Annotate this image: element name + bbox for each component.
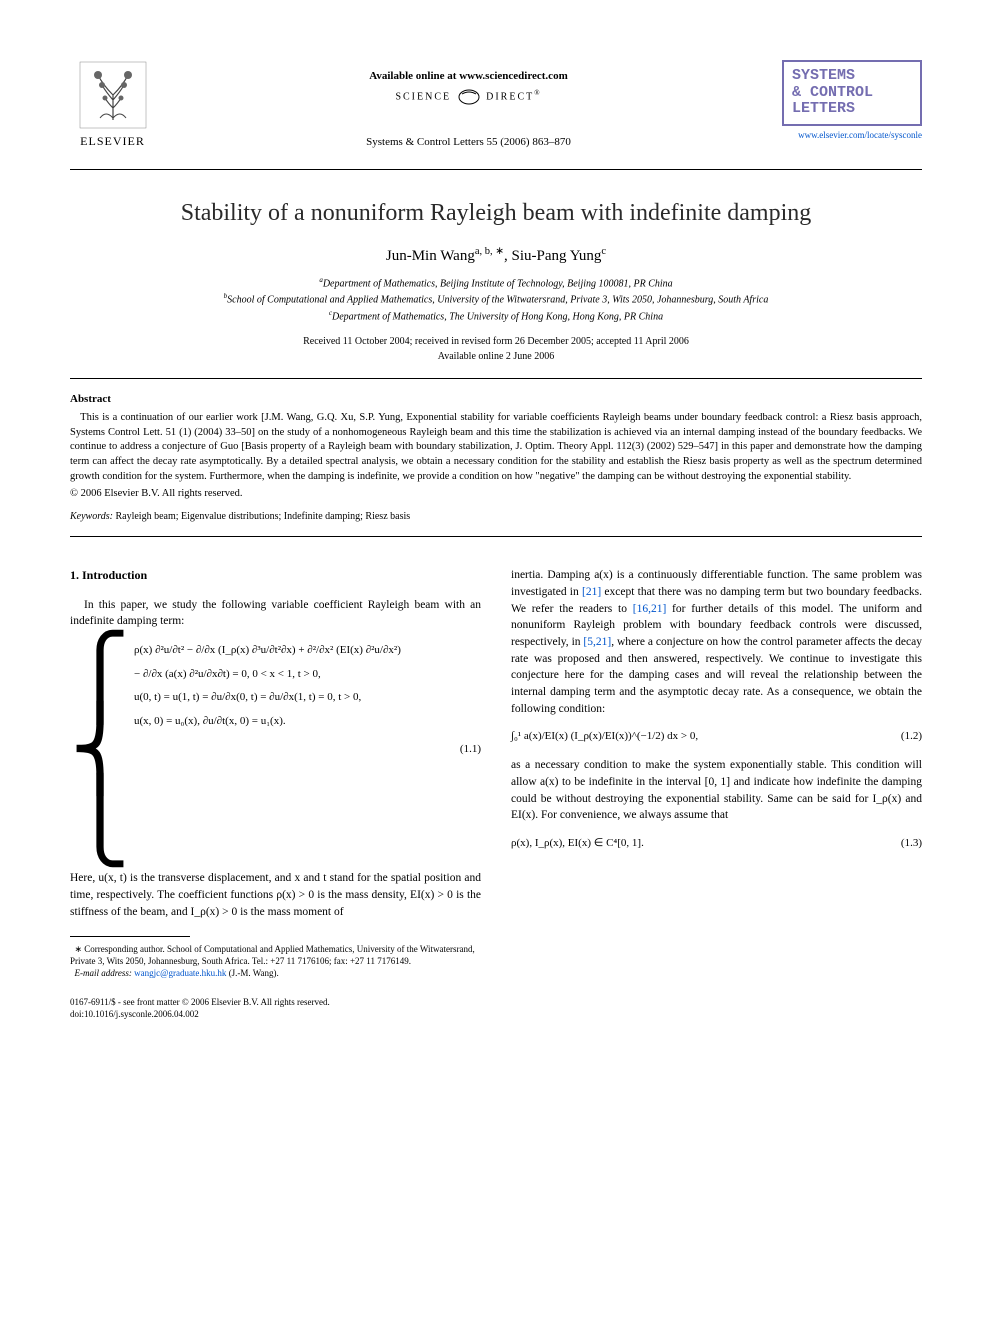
left-column: 1. Introduction In this paper, we study … <box>70 567 481 979</box>
para-3: inertia. Damping a(x) is a continuously … <box>511 567 922 717</box>
copyright-line: © 2006 Elsevier B.V. All rights reserved… <box>70 488 922 499</box>
keywords-line: Keywords: Rayleigh beam; Eigenvalue dist… <box>70 511 922 522</box>
eq2-number: (1.2) <box>901 729 922 745</box>
para-1: In this paper, we study the following va… <box>70 597 481 630</box>
sd-word1: SCIENCE <box>395 91 451 102</box>
abstract-body: This is a continuation of our earlier wo… <box>70 412 922 482</box>
keywords-label: Keywords: <box>70 511 113 522</box>
author-1: Jun-Min Wang <box>386 248 475 264</box>
dates-received: Received 11 October 2004; received in re… <box>70 334 922 349</box>
eq1-line3: u(0, t) = u(1, t) = ∂u/∂x(0, t) = ∂u/∂x(… <box>134 689 401 707</box>
publisher-name: ELSEVIER <box>80 134 145 149</box>
authors-line: Jun-Min Wanga, b, ∗, Siu-Pang Yungc <box>70 245 922 265</box>
sd-swirl-icon <box>456 88 482 106</box>
footer-issn: 0167-6911/$ - see front matter © 2006 El… <box>70 996 922 1009</box>
journal-url-link[interactable]: www.elsevier.com/locate/sysconle <box>798 130 922 140</box>
journal-reference: Systems & Control Letters 55 (2006) 863–… <box>155 136 782 148</box>
affiliations-block: aDepartment of Mathematics, Beijing Inst… <box>70 275 922 324</box>
equation-1-3: ρ(x), I_ρ(x), EI(x) ∈ C⁴[0, 1]. (1.3) <box>511 836 922 852</box>
journal-box-wrap: SYSTEMS & CONTROL LETTERS www.elsevier.c… <box>782 60 922 140</box>
keywords-text: Rayleigh beam; Eigenvalue distributions;… <box>113 511 410 522</box>
dates-available: Available online 2 June 2006 <box>70 349 922 364</box>
journal-box-line-2: & CONTROL <box>792 85 912 102</box>
ref-21[interactable]: [21] <box>582 586 601 598</box>
author-2: , Siu-Pang Yung <box>504 248 601 264</box>
footer-doi: doi:10.1016/j.sysconle.2006.04.002 <box>70 1008 922 1021</box>
email-who: (J.-M. Wang). <box>226 968 278 978</box>
dates-block: Received 11 October 2004; received in re… <box>70 334 922 364</box>
available-online-text: Available online at www.sciencedirect.co… <box>155 70 782 82</box>
eq3-body: ρ(x), I_ρ(x), EI(x) ∈ C⁴[0, 1]. <box>511 836 644 852</box>
publisher-logo-block: ELSEVIER <box>70 60 155 149</box>
eq1-line2: − ∂/∂x (a(x) ∂²u/∂x∂t) = 0, 0 < x < 1, t… <box>134 666 401 684</box>
rule-after-keywords <box>70 536 922 537</box>
eq1-line4: u(x, 0) = u₀(x), ∂u/∂t(x, 0) = u₁(x). <box>134 713 401 731</box>
rule-after-dates <box>70 378 922 379</box>
journal-url[interactable]: www.elsevier.com/locate/sysconle <box>782 130 922 140</box>
rule-top <box>70 169 922 170</box>
article-title: Stability of a nonuniform Rayleigh beam … <box>70 200 922 227</box>
ref-16-21[interactable]: [16,21] <box>633 603 667 615</box>
author-2-sup: c <box>601 246 606 257</box>
author-1-sup: a, b, ∗ <box>475 246 504 257</box>
affiliation-a: aDepartment of Mathematics, Beijing Inst… <box>70 275 922 291</box>
email-label: E-mail address: <box>75 968 135 978</box>
abstract-heading: Abstract <box>70 393 922 405</box>
affiliation-c-text: Department of Mathematics, The Universit… <box>332 311 663 322</box>
eq3-number: (1.3) <box>901 836 922 852</box>
equation-1-2: ∫₀¹ a(x)/EI(x) (I_ρ(x)/EI(x))^(−1/2) dx … <box>511 729 922 745</box>
abstract-text: This is a continuation of our earlier wo… <box>70 411 922 484</box>
journal-box-line-3: LETTERS <box>792 101 912 118</box>
footer-block: 0167-6911/$ - see front matter © 2006 El… <box>70 996 922 1021</box>
equation-1-1: ⎧⎨⎩ ρ(x) ∂²u/∂t² − ∂/∂x (I_ρ(x) ∂³u/∂t²∂… <box>70 642 481 858</box>
affiliation-b-text: School of Computational and Applied Math… <box>227 295 768 306</box>
affiliation-a-text: Department of Mathematics, Beijing Insti… <box>323 278 673 289</box>
center-header: Available online at www.sciencedirect.co… <box>155 60 782 148</box>
eq1-line1: ρ(x) ∂²u/∂t² − ∂/∂x (I_ρ(x) ∂³u/∂t²∂x) +… <box>134 642 401 660</box>
journal-box: SYSTEMS & CONTROL LETTERS <box>782 60 922 126</box>
para-2: Here, u(x, t) is the transverse displace… <box>70 870 481 920</box>
right-column: inertia. Damping a(x) is a continuously … <box>511 567 922 979</box>
sd-word2: DIRECT <box>486 91 534 102</box>
affiliation-b: bSchool of Computational and Applied Mat… <box>70 291 922 307</box>
section-1-heading: 1. Introduction <box>70 567 481 584</box>
equation-brace-icon: ⎧⎨⎩ <box>70 642 130 858</box>
ref-5-21[interactable]: [5,21] <box>583 636 611 648</box>
affiliation-c: cDepartment of Mathematics, The Universi… <box>70 308 922 324</box>
footnote-email: E-mail address: wangjc@graduate.hku.hk (… <box>70 967 481 979</box>
elsevier-tree-icon <box>78 60 148 130</box>
footnote-star-text: ∗ Corresponding author. School of Comput… <box>70 944 475 966</box>
footnote-separator <box>70 936 190 937</box>
sciencedirect-logo: SCIENCE DIRECT® <box>155 88 782 106</box>
footnote-corresponding: ∗ Corresponding author. School of Comput… <box>70 943 481 967</box>
equation-1-1-body: ρ(x) ∂²u/∂t² − ∂/∂x (I_ρ(x) ∂³u/∂t²∂x) +… <box>134 642 401 858</box>
eq2-body: ∫₀¹ a(x)/EI(x) (I_ρ(x)/EI(x))^(−1/2) dx … <box>511 729 698 745</box>
eq1-number: (1.1) <box>460 742 481 758</box>
header-row: ELSEVIER Available online at www.science… <box>70 60 922 149</box>
two-column-body: 1. Introduction In this paper, we study … <box>70 567 922 979</box>
para-4: as a necessary condition to make the sys… <box>511 757 922 824</box>
journal-box-line-1: SYSTEMS <box>792 68 912 85</box>
email-link[interactable]: wangjc@graduate.hku.hk <box>134 968 226 978</box>
